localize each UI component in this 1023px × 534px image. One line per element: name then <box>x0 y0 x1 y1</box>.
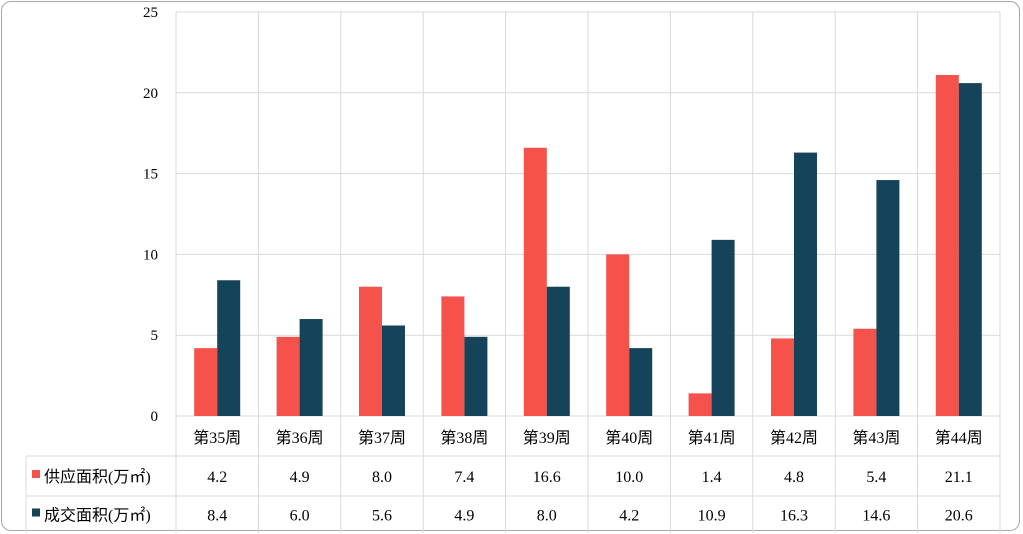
bar-deal <box>217 280 241 416</box>
bar-deal <box>876 180 900 416</box>
bar-deal <box>546 286 570 416</box>
table-value: 5.4 <box>866 469 886 486</box>
table-value: 14.6 <box>862 508 890 525</box>
x-category-label: 第38周 <box>440 429 488 447</box>
table-value: 4.2 <box>619 508 639 525</box>
y-tick-label: 25 <box>143 5 158 21</box>
bar-supply <box>771 338 794 416</box>
x-category-label: 第35周 <box>193 429 241 447</box>
table-value: 20.6 <box>945 508 973 525</box>
table-value: 4.2 <box>207 469 227 486</box>
table-value: 21.1 <box>945 469 973 486</box>
table-value: 5.6 <box>372 508 392 525</box>
bar-deal <box>299 319 323 416</box>
table-value: 10.0 <box>615 469 643 486</box>
x-category-label: 第41周 <box>688 429 736 447</box>
bar-supply <box>606 254 630 416</box>
legend-key <box>32 470 40 478</box>
legend-key <box>32 508 40 517</box>
table-value: 8.4 <box>207 508 227 525</box>
table-value: 1.4 <box>702 469 722 486</box>
table-value: 16.6 <box>533 469 561 486</box>
table-value: 7.4 <box>454 469 474 486</box>
table-value: 10.9 <box>698 508 726 525</box>
table-value: 8.0 <box>537 508 557 525</box>
x-category-label: 第40周 <box>605 429 653 447</box>
bar-deal <box>794 152 817 417</box>
x-category-label: 第44周 <box>935 429 983 447</box>
table-value: 4.9 <box>454 508 474 525</box>
bar-supply <box>935 75 959 417</box>
x-category-label: 第43周 <box>852 429 900 447</box>
table-value: 6.0 <box>290 508 310 525</box>
y-tick-label: 15 <box>143 167 158 183</box>
table-value: 4.9 <box>290 469 310 486</box>
bar-supply <box>523 147 547 416</box>
x-category-label: 第42周 <box>770 429 818 447</box>
y-tick-label: 0 <box>151 409 159 425</box>
table-value: 16.3 <box>780 508 808 525</box>
table-value: 8.0 <box>372 469 392 486</box>
table-value: 4.8 <box>784 469 804 486</box>
bar-supply <box>853 328 877 416</box>
y-tick-label: 10 <box>143 247 158 263</box>
bar-deal <box>629 348 653 416</box>
bar-deal <box>464 336 488 416</box>
bar-deal <box>711 239 735 416</box>
bar-supply <box>359 286 382 416</box>
y-tick-label: 20 <box>143 86 158 102</box>
x-category-label: 第37周 <box>358 429 406 447</box>
bar-supply <box>276 336 300 416</box>
bar-deal <box>958 83 982 416</box>
x-category-label: 第39周 <box>523 429 571 447</box>
x-category-label: 第36周 <box>276 429 324 447</box>
y-tick-label: 5 <box>151 328 159 344</box>
legend-label: 供应面积(万㎡) <box>44 467 151 486</box>
bar-supply <box>688 393 712 416</box>
bar-deal <box>382 325 405 416</box>
legend-label: 成交面积(万㎡) <box>44 507 151 525</box>
bar-supply <box>194 348 218 416</box>
bar-supply <box>441 296 465 416</box>
